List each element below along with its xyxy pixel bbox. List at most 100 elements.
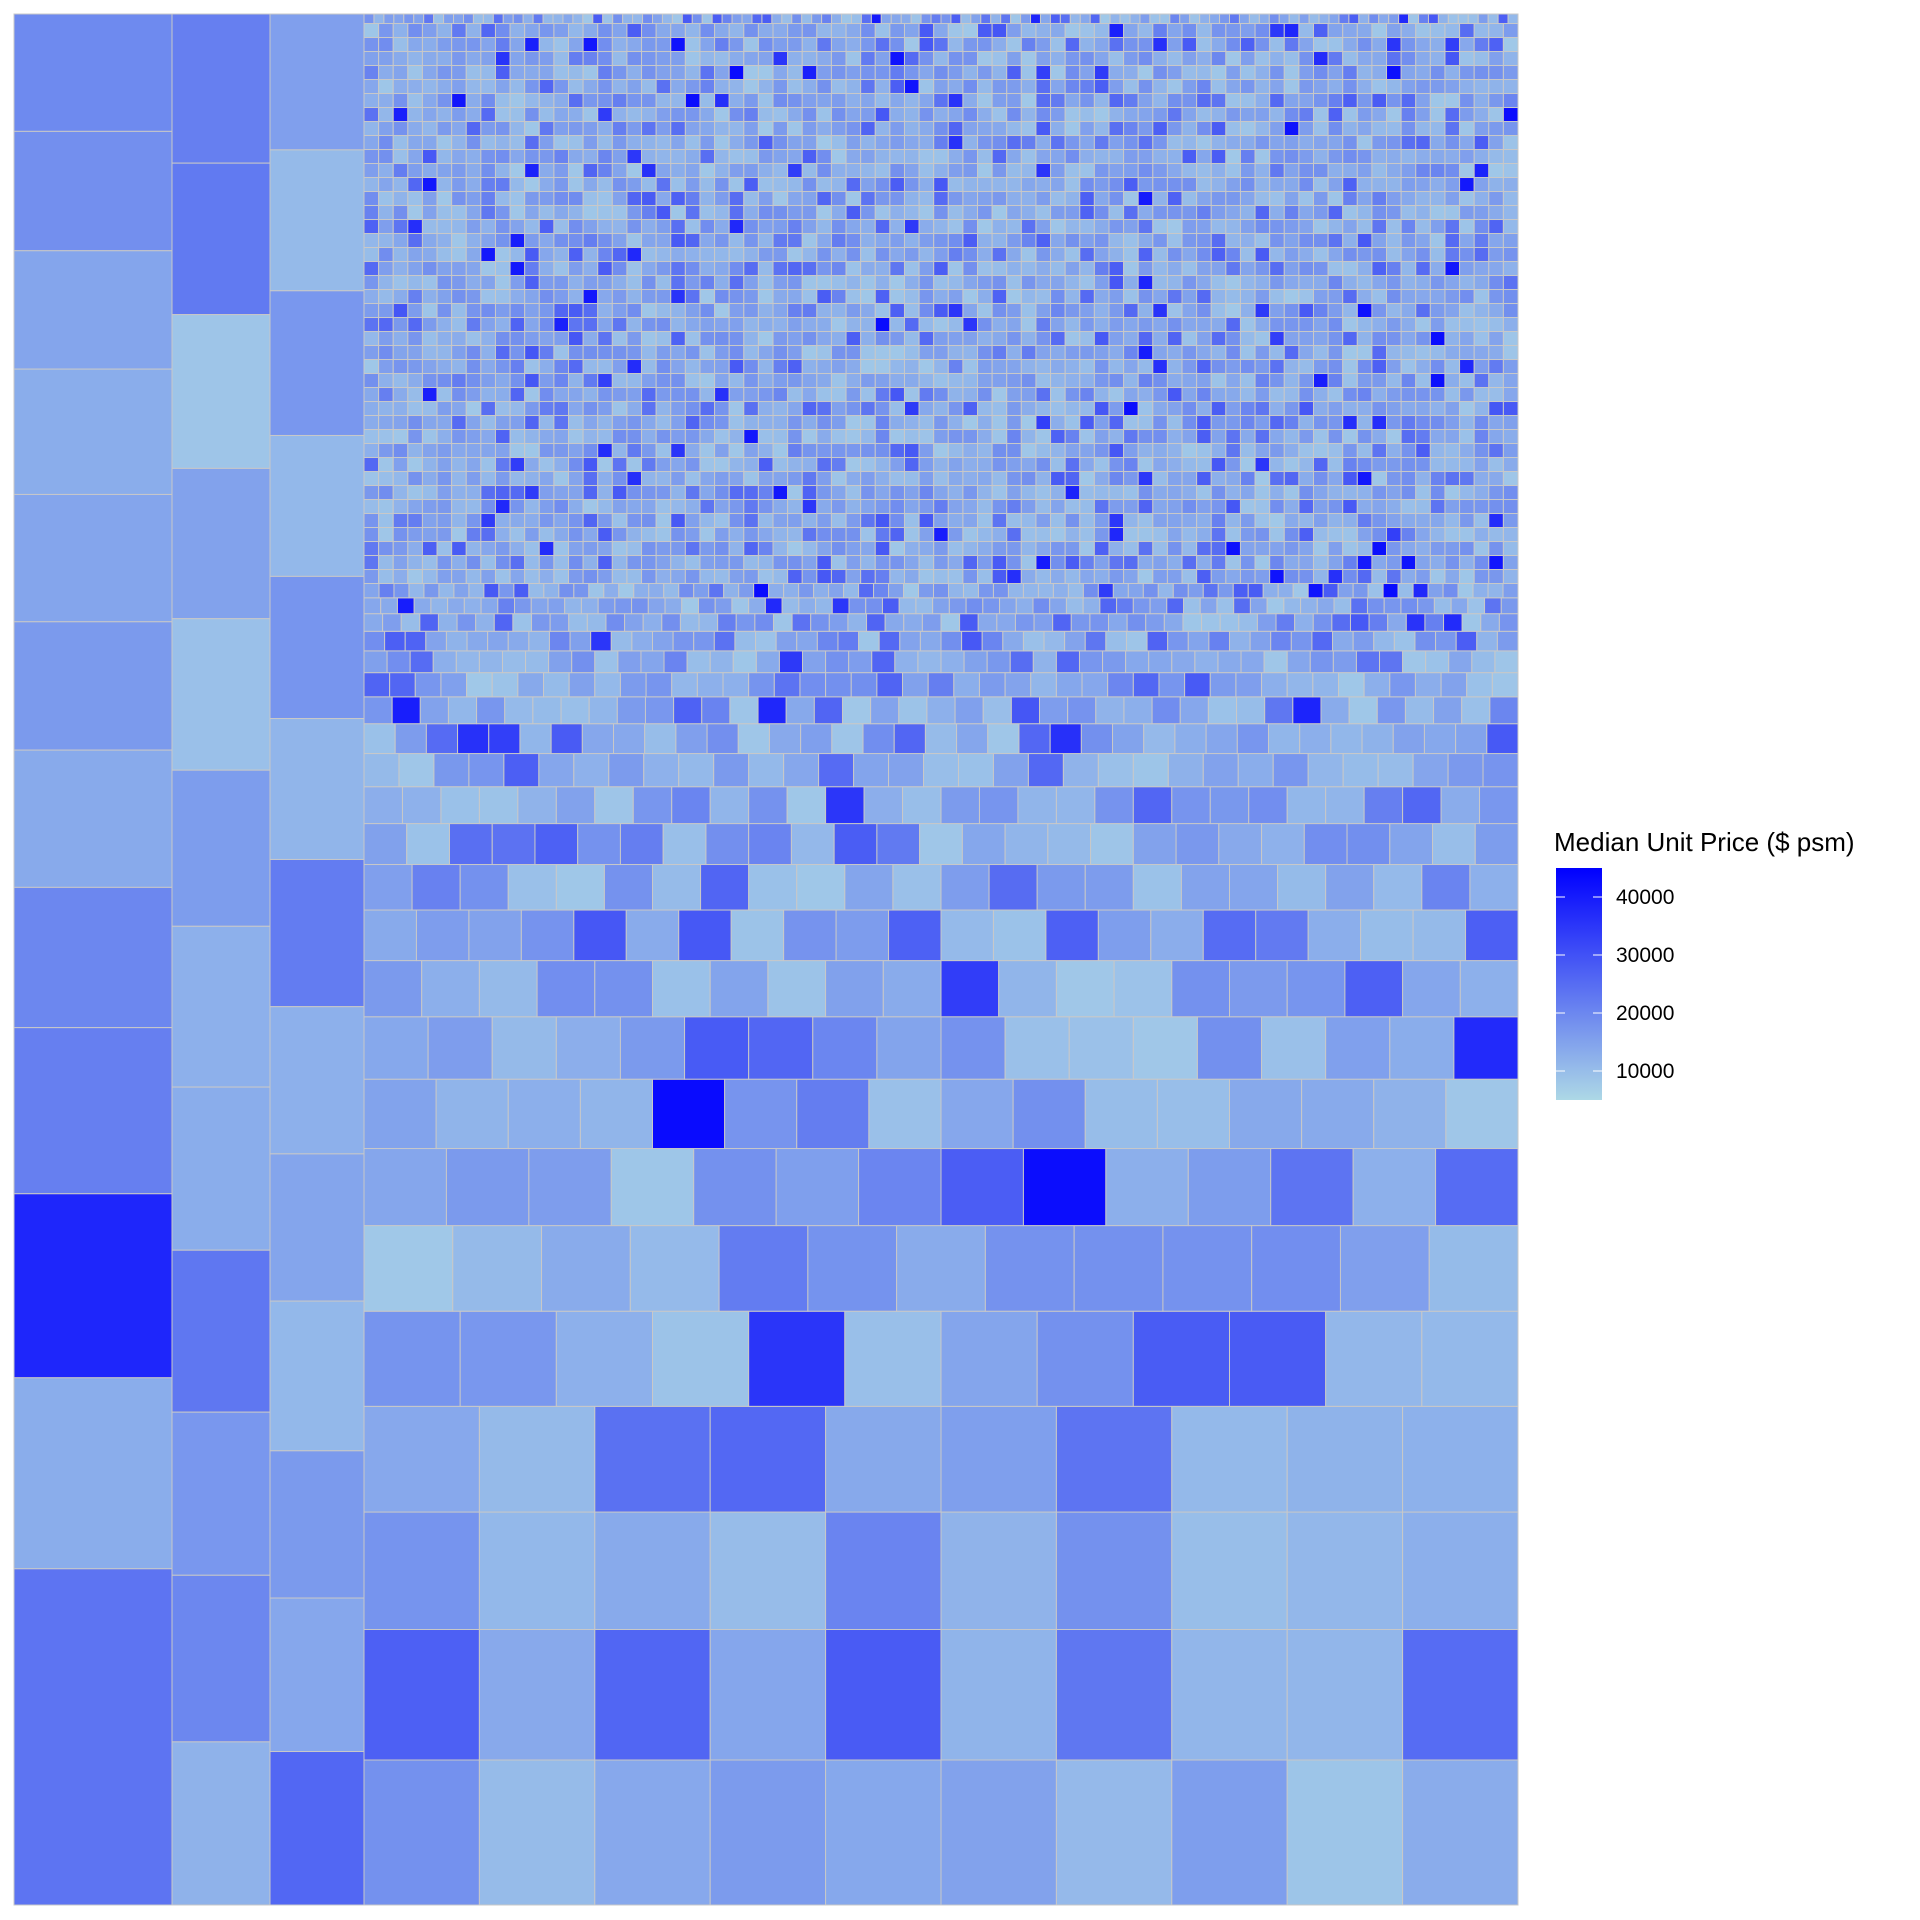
treemap-tile-2935 [1210, 191, 1227, 207]
treemap-tile-3236 [991, 135, 1008, 151]
treemap-tile-1763 [1400, 401, 1417, 417]
treemap-tile-643 [1116, 597, 1134, 615]
treemap-tile-2310 [1312, 303, 1329, 319]
treemap-tile-3735 [1356, 51, 1373, 67]
treemap-tile-2005 [1473, 359, 1490, 375]
treemap-tile-3407 [1181, 107, 1198, 123]
treemap-tile-1974 [1020, 359, 1037, 375]
treemap-tile-2100 [553, 331, 570, 347]
treemap-tile-1260 [977, 485, 993, 501]
treemap-tile-1581 [1050, 429, 1066, 445]
treemap-tile-1415 [933, 457, 949, 473]
treemap-tile-942 [947, 541, 964, 557]
treemap-tile-439 [571, 650, 596, 674]
treemap-tile-452 [871, 650, 896, 674]
treemap-tile-1445 [1371, 457, 1388, 473]
treemap-tile-1676 [1283, 415, 1300, 431]
treemap-tile-1113 [1137, 513, 1154, 529]
treemap-tile-2309 [1298, 303, 1315, 319]
treemap-tile-557 [754, 613, 774, 632]
treemap-tile-3817 [1400, 37, 1417, 53]
treemap-tile-207 [1036, 864, 1086, 911]
treemap-tile-1661 [1064, 415, 1081, 431]
treemap-tile-946 [1006, 541, 1022, 557]
treemap-tile-2041 [845, 345, 862, 361]
treemap-tile-766 [684, 569, 701, 585]
treemap-tile-894 [1400, 555, 1417, 571]
treemap-tile-124 [868, 1078, 942, 1150]
treemap-tile-3445 [582, 93, 599, 109]
treemap-tile-2868 [1386, 205, 1402, 221]
treemap-tile-2572 [524, 247, 540, 263]
treemap-tile-896 [1429, 555, 1446, 571]
treemap-tile-1274 [1181, 485, 1198, 501]
treemap-tile-3331 [1225, 121, 1241, 137]
treemap-tile-1735 [991, 401, 1008, 417]
treemap-tile-1476 [670, 443, 686, 459]
treemap-tile-3942 [741, 13, 753, 25]
treemap-tile-1370 [1429, 471, 1446, 487]
treemap-tile-104 [445, 1148, 530, 1227]
treemap-tile-3864 [933, 23, 949, 39]
treemap-tile-3754 [480, 37, 496, 53]
treemap-tile-1686 [1429, 415, 1446, 431]
treemap-tile-3225 [830, 135, 847, 151]
treemap-tile-959 [1196, 541, 1212, 557]
treemap-tile-2828 [801, 205, 818, 221]
treemap-tile-3562 [1137, 79, 1154, 95]
treemap-tile-1714 [684, 401, 701, 417]
treemap-tile-216 [1469, 864, 1519, 911]
treemap-tile-2077 [1371, 345, 1388, 361]
treemap-tile-1067 [465, 513, 482, 529]
treemap-tile-564 [884, 613, 905, 632]
treemap-tile-1798 [757, 387, 774, 403]
treemap-tile-3852 [757, 23, 774, 39]
treemap-tile-2029 [670, 345, 686, 361]
treemap-tile-2612 [1108, 247, 1125, 263]
treemap-tile-3856 [816, 23, 832, 39]
treemap-tile-2556 [1444, 261, 1461, 277]
treemap-tile-2383 [1225, 289, 1241, 305]
treemap-tile-3999 [1308, 13, 1320, 25]
treemap-tile-1648 [874, 415, 891, 431]
treemap-tile-3376 [728, 107, 745, 123]
treemap-tile-818 [1444, 569, 1461, 585]
treemap-tile-3393 [977, 107, 993, 123]
treemap-tile-924 [684, 541, 701, 557]
treemap-tile-1355 [1210, 471, 1227, 487]
treemap-tile-459 [1032, 650, 1057, 674]
treemap-tile-3526 [611, 79, 628, 95]
treemap-tile-2036 [772, 345, 789, 361]
treemap-tile-633 [948, 597, 967, 615]
treemap-tile-2260 [582, 303, 599, 319]
treemap-tile-1018 [903, 527, 920, 543]
treemap-tile-3609 [670, 65, 686, 81]
treemap-tile-193 [363, 864, 413, 911]
treemap-tile-1119 [1225, 513, 1241, 529]
treemap-tile-3205 [538, 135, 555, 151]
treemap-tile-3186 [1415, 149, 1431, 165]
treemap-tile-395 [619, 672, 647, 698]
treemap-tile-968 [1327, 541, 1344, 557]
treemap-tile-2989 [845, 177, 862, 193]
treemap-tile-3119 [436, 149, 453, 165]
treemap-tile-3563 [1152, 79, 1168, 95]
treemap-tile-1749 [1196, 401, 1212, 417]
treemap-tile-2895 [626, 191, 643, 207]
treemap-tile-227 [790, 823, 835, 866]
treemap-tile-472 [1332, 650, 1357, 674]
treemap-tile-2716 [1473, 233, 1490, 249]
treemap-tile-3948 [801, 13, 813, 25]
treemap-tile-3888 [1283, 23, 1300, 39]
treemap-tile-2696 [1181, 233, 1198, 249]
treemap-tile-3849 [714, 23, 730, 39]
treemap-tile-1730 [918, 401, 935, 417]
treemap-tile-3339 [1342, 121, 1358, 137]
treemap-tile-2898 [670, 191, 686, 207]
treemap-tile-851 [772, 555, 789, 571]
treemap-tile-2268 [699, 303, 716, 319]
treemap-tile-3043 [480, 163, 496, 179]
treemap-tile-3678 [524, 51, 540, 67]
treemap-tile-3546 [903, 79, 920, 95]
treemap-tile-3636 [1064, 65, 1081, 81]
